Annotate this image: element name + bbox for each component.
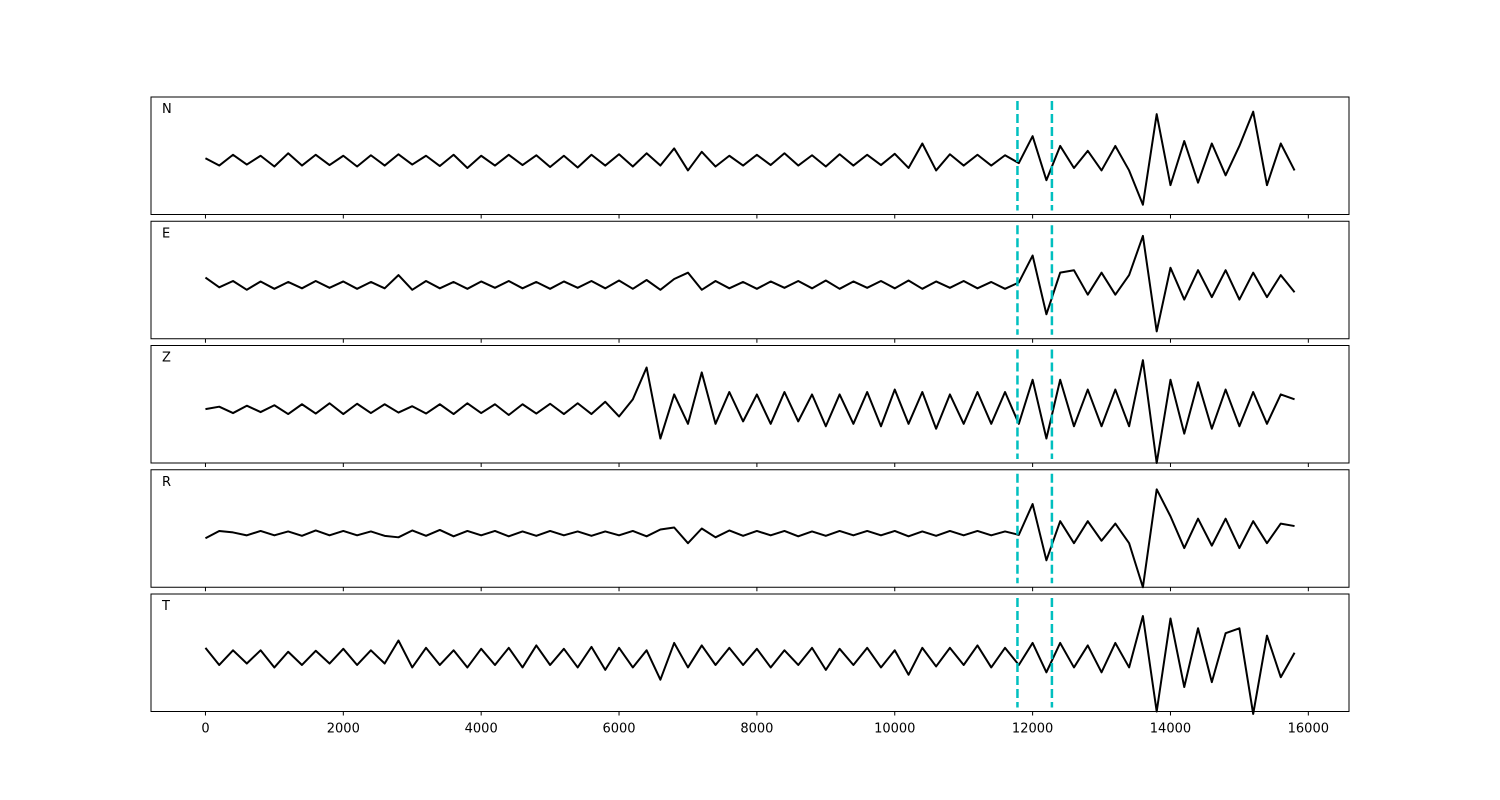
x-tick-label: 16000: [1288, 722, 1329, 737]
trace: [204, 615, 1296, 715]
x-tick-label: 14000: [1150, 722, 1191, 737]
panel-frame: [150, 593, 1350, 712]
panel-frame: [150, 96, 1350, 215]
channel-label: R: [162, 475, 171, 490]
channel-label: N: [162, 102, 172, 117]
x-tick-label: 0: [201, 722, 209, 737]
panel-frame: [150, 345, 1350, 464]
trace: [204, 234, 1296, 333]
x-tick-label: 6000: [602, 722, 635, 737]
channel-label: E: [162, 226, 170, 241]
x-tick-label: 8000: [740, 722, 773, 737]
trace: [204, 488, 1295, 589]
panel-frame: [150, 220, 1350, 340]
trace: [204, 110, 1296, 206]
panel-frame: [150, 469, 1350, 588]
x-tick-label: 2000: [327, 722, 360, 737]
x-tick-label: 10000: [874, 722, 915, 737]
x-tick-label: 4000: [465, 722, 498, 737]
channel-label: T: [161, 599, 170, 614]
x-tick-label: 12000: [1012, 722, 1053, 737]
trace: [205, 359, 1295, 464]
channel-label: Z: [162, 351, 171, 366]
